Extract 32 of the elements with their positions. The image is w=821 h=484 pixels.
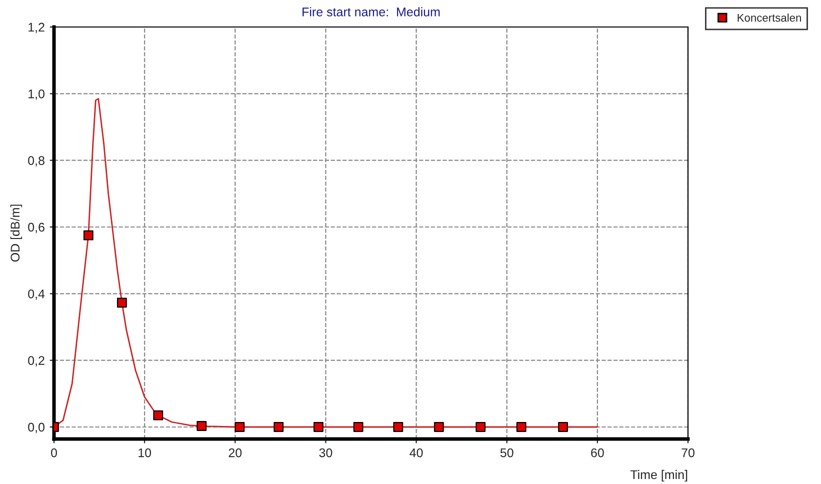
x-tick-label: 30 bbox=[319, 448, 332, 458]
point bbox=[434, 422, 444, 432]
point bbox=[558, 422, 568, 432]
y-tick-label: 0,4 bbox=[28, 289, 45, 300]
y-axis-title: OD [dB/m] bbox=[10, 204, 22, 262]
x-tick-label: 40 bbox=[410, 448, 423, 458]
x-tick-label: 50 bbox=[500, 448, 514, 458]
x-tick-label: 10 bbox=[138, 448, 152, 458]
point bbox=[393, 422, 404, 432]
point bbox=[353, 422, 364, 432]
point bbox=[196, 421, 207, 431]
y-tick-label: 1,2 bbox=[28, 22, 44, 34]
y-tick-label: 0,0 bbox=[28, 422, 44, 434]
chart-subtitle: Fire start name: Medium bbox=[302, 7, 440, 16]
x-tick-label: 0 bbox=[51, 448, 57, 458]
y-tick-label: 0,2 bbox=[28, 356, 44, 366]
x-tick-label: 70 bbox=[682, 448, 694, 458]
point bbox=[274, 422, 284, 432]
x-tick-label: 60 bbox=[591, 448, 604, 458]
point bbox=[83, 230, 94, 240]
point bbox=[234, 422, 245, 432]
point bbox=[516, 422, 526, 432]
point bbox=[116, 298, 127, 308]
y-tick-label: 0,6 bbox=[28, 222, 44, 234]
legend-label: Koncertsalen bbox=[738, 14, 801, 22]
point bbox=[314, 422, 324, 432]
y-tick-label: 0,8 bbox=[28, 156, 44, 166]
x-tick-label: 20 bbox=[228, 448, 242, 458]
point bbox=[153, 410, 164, 420]
point bbox=[476, 422, 486, 432]
y-tick-label: 1,0 bbox=[28, 89, 44, 100]
x-axis-title: Time [min] bbox=[630, 470, 688, 482]
